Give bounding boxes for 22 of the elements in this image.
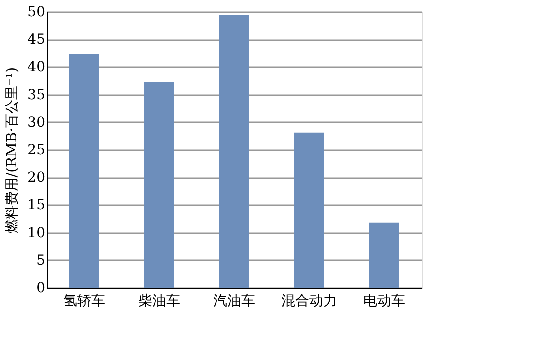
bar xyxy=(294,132,324,288)
y-axis-title: 燃料费用/(RMB·百公里⁻¹) xyxy=(4,67,21,234)
x-tick-label: 柴油车 xyxy=(138,294,180,310)
y-tick-label: 45 xyxy=(28,32,46,48)
bar xyxy=(70,54,100,288)
y-tick-label: 10 xyxy=(28,225,46,242)
bar xyxy=(220,15,250,288)
y-tick-label: 50 xyxy=(28,4,46,20)
bar xyxy=(144,82,174,288)
y-tick-label: 35 xyxy=(28,87,46,104)
y-tick-label: 5 xyxy=(36,252,46,269)
y-tick-label: 20 xyxy=(28,170,46,186)
x-tick-label: 汽油车 xyxy=(214,294,256,310)
y-tick-label: 30 xyxy=(28,114,46,131)
y-tick-label: 25 xyxy=(28,142,46,158)
x-tick-label: 氢轿车 xyxy=(64,294,106,310)
y-tick-label: 15 xyxy=(28,198,46,214)
x-tick-label: 电动车 xyxy=(364,294,406,310)
y-tick-label: 40 xyxy=(28,60,46,76)
y-tick-label: 0 xyxy=(36,280,46,296)
x-tick-label: 混合动力 xyxy=(282,294,338,310)
bar xyxy=(370,222,400,288)
